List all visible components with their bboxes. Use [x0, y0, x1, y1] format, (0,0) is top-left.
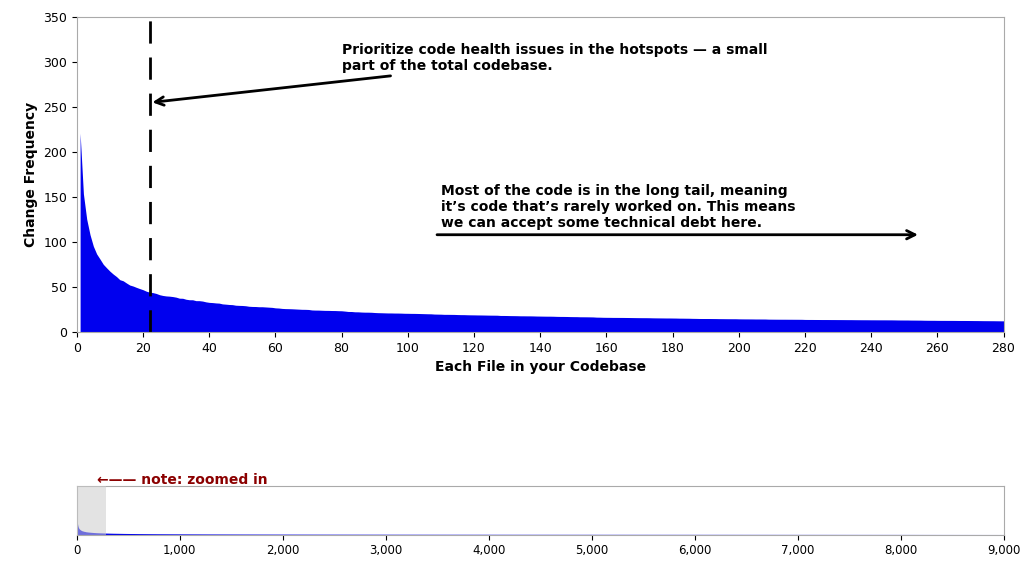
Bar: [77, 486, 105, 535]
Y-axis label: Change Frequency: Change Frequency: [24, 102, 38, 247]
Text: ←—— note: zoomed in: ←—— note: zoomed in: [97, 473, 268, 487]
Text: Prioritize code health issues in the hotspots — a small
part of the total codeba: Prioritize code health issues in the hot…: [156, 43, 767, 105]
X-axis label: Each File in your Codebase: Each File in your Codebase: [434, 360, 646, 374]
Text: Most of the code is in the long tail, meaning
it’s code that’s rarely worked on.: Most of the code is in the long tail, me…: [441, 183, 796, 230]
